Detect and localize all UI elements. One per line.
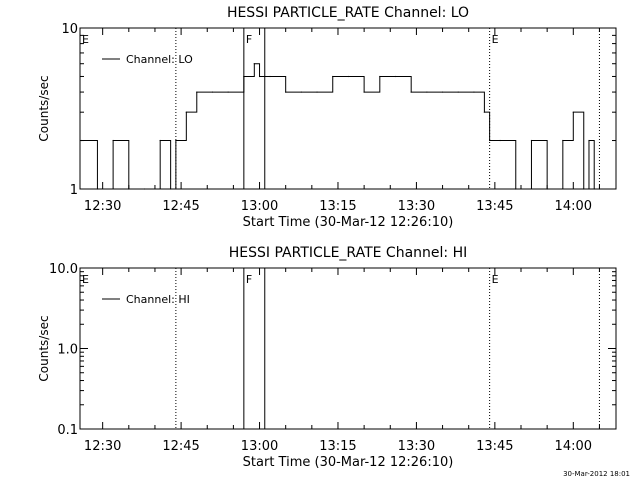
- legend-label: Channel: HI: [126, 293, 190, 306]
- data-point: [243, 75, 245, 78]
- x-axis-label: Start Time (30-Mar-12 12:26:10): [243, 455, 454, 470]
- data-point: [515, 188, 517, 190]
- chart-title: HESSI PARTICLE_RATE Channel: LO: [227, 5, 469, 21]
- data-point: [316, 91, 318, 93]
- data-point: [143, 188, 146, 190]
- data-point: [441, 91, 444, 93]
- data-point: [530, 139, 533, 142]
- data-point: [170, 188, 172, 190]
- y-tick-label: 10.0: [49, 262, 78, 277]
- data-point: [211, 91, 214, 93]
- x-tick-label: 13:30: [398, 199, 435, 214]
- x-tick-label: 14:00: [555, 439, 592, 454]
- data-point: [159, 139, 161, 142]
- x-tick-label: 13:30: [398, 439, 435, 454]
- data-point: [285, 91, 287, 93]
- data-point: [332, 75, 334, 78]
- x-tick-label: 14:00: [555, 199, 592, 214]
- data-point: [363, 91, 365, 93]
- data-point: [572, 111, 574, 113]
- data-point: [300, 91, 302, 93]
- axes-frame: [79, 27, 617, 190]
- data-point: [546, 188, 548, 190]
- data-point: [379, 75, 381, 78]
- marker-label: E: [492, 273, 499, 286]
- data-point: [112, 139, 114, 142]
- data-point: [269, 75, 271, 78]
- x-tick-label: 12:45: [162, 199, 199, 214]
- data-point: [473, 91, 475, 93]
- x-tick-label: 13:45: [476, 199, 513, 214]
- data-point: [426, 91, 428, 93]
- x-tick-label: 12:30: [84, 439, 121, 454]
- marker-label: E: [492, 33, 499, 46]
- data-point: [410, 91, 412, 93]
- y-tick-label: 10: [61, 22, 78, 37]
- data-point: [81, 139, 83, 142]
- marker-label: F: [246, 273, 252, 286]
- y-axis-label: Counts/sec: [37, 315, 51, 381]
- x-tick-label: 13:45: [476, 439, 513, 454]
- data-point: [583, 188, 585, 190]
- plot-hi-channel: HESSI PARTICLE_RATE Channel: HI Counts/se…: [37, 245, 617, 470]
- x-tick-label: 13:15: [319, 199, 356, 214]
- x-tick-label: 13:15: [319, 439, 356, 454]
- data-point: [258, 75, 261, 78]
- data-point: [483, 111, 485, 113]
- footer-timestamp: 30-Mar-2012 18:01: [563, 470, 630, 478]
- data-point: [175, 139, 177, 142]
- y-tick-label: 0.1: [57, 423, 78, 438]
- x-tick-label: 12:45: [162, 439, 199, 454]
- data-point: [562, 139, 564, 142]
- corner-label: E: [82, 33, 89, 46]
- data-point: [394, 75, 397, 78]
- x-tick-label: 13:00: [241, 439, 278, 454]
- data-point: [598, 188, 601, 190]
- x-tick-label: 13:00: [241, 199, 278, 214]
- data-point: [489, 139, 491, 142]
- data-point: [457, 91, 459, 93]
- data-point: [185, 111, 187, 113]
- x-tick-label: 12:30: [84, 199, 121, 214]
- data-point: [347, 75, 350, 78]
- plot-lo-channel: HESSI PARTICLE_RATE Channel: LO Counts/se…: [37, 5, 617, 230]
- x-axis-label: Start Time (30-Mar-12 12:26:10): [243, 215, 454, 230]
- data-point: [128, 188, 130, 190]
- y-axis-label: Counts/sec: [37, 75, 51, 141]
- data-point: [196, 91, 198, 93]
- data-point: [593, 188, 595, 190]
- chart-title: HESSI PARTICLE_RATE Channel: HI: [229, 245, 467, 261]
- marker-label: F: [246, 33, 252, 46]
- data-point: [588, 139, 590, 142]
- data-point: [499, 139, 501, 142]
- corner-label: E: [82, 273, 89, 286]
- y-tick-label: 1: [70, 183, 78, 198]
- legend-label: Channel: LO: [126, 53, 193, 66]
- data-point: [96, 188, 99, 190]
- data-point: [253, 63, 255, 65]
- data-point: [227, 91, 229, 93]
- y-tick-label: 1.0: [57, 343, 78, 358]
